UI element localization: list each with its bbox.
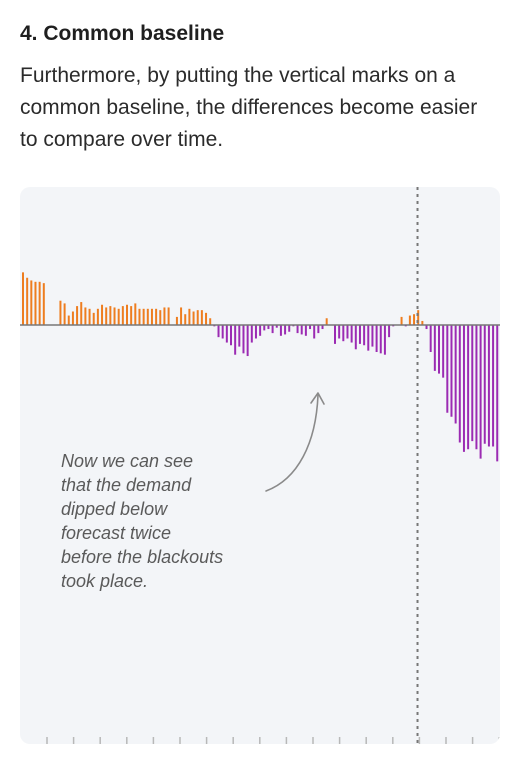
- annotation-line: forecast twice: [61, 523, 172, 543]
- section-heading: 4. Common baseline: [20, 22, 225, 45]
- annotation-line: that the demand: [61, 475, 192, 495]
- chart-annotation: Now we can see that the demand dipped be…: [61, 449, 223, 593]
- annotation-arrowhead: [310, 392, 325, 405]
- annotation-line: took place.: [61, 571, 149, 591]
- section-intro: Furthermore, by putting the vertical mar…: [20, 64, 478, 151]
- chart-card: Now we can see that the demand dipped be…: [20, 187, 500, 744]
- annotation-line: Now we can see: [61, 451, 194, 471]
- annotation-arrow: [265, 394, 319, 492]
- annotation-line: dipped below: [61, 499, 168, 519]
- annotation-line: before the blackouts: [61, 547, 224, 567]
- demand-difference-chart: [20, 187, 500, 744]
